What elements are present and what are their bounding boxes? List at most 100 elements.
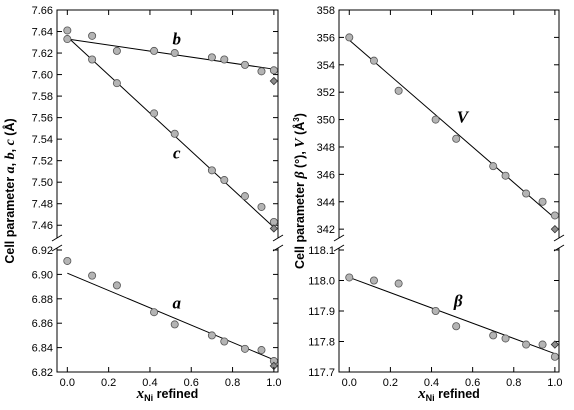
left-series-b-fit-line xyxy=(67,38,274,70)
right-axis-break-mark-right-2 xyxy=(553,244,565,252)
left-xtick-label-3: 0.6 xyxy=(184,377,199,389)
right-upper-ytick-label-7: 356 xyxy=(317,32,335,44)
left-x-axis-label: xNi refined xyxy=(136,386,199,403)
left-series-c-point-6 xyxy=(220,176,229,185)
left-series-b-point-5 xyxy=(207,53,216,62)
left-series-a-point-6 xyxy=(220,337,229,346)
left-xtick-label-4: 0.8 xyxy=(225,377,240,389)
right-axis-break-mark-right-1 xyxy=(553,234,565,242)
right-upper-ytick-label-1: 344 xyxy=(317,197,335,209)
left-series-c-point-7 xyxy=(240,192,249,201)
right-xtick-label-3: 0.6 xyxy=(465,377,480,389)
left-series-a-label: a xyxy=(173,294,182,313)
left-upper-ytick-label-8: 7.62 xyxy=(32,48,53,60)
right-series-β-point-4 xyxy=(452,322,461,331)
left-lower-ytick-label-1: 6.84 xyxy=(32,343,53,355)
left-series-a-point-4 xyxy=(170,320,179,329)
left-series-b-refined-marker xyxy=(269,76,279,86)
left-series-b-point-9 xyxy=(269,66,278,75)
right-lower-ytick-label-1: 117.8 xyxy=(308,337,335,349)
right-series-β-point-2 xyxy=(394,279,403,288)
right-upper-ytick-label-5: 352 xyxy=(317,87,335,99)
right-xtick-label-5: 1.0 xyxy=(547,377,562,389)
left-series-a-point-2 xyxy=(112,281,121,290)
left-series-a-point-1 xyxy=(88,271,97,280)
left-upper-ytick-label-0: 7.46 xyxy=(32,220,53,232)
right-series-V-point-6 xyxy=(501,171,510,180)
left-plot-frame xyxy=(56,9,279,373)
right-xtick-label-4: 0.8 xyxy=(506,377,521,389)
left-series-b-point-2 xyxy=(112,46,121,55)
left-xtick-label-5: 1.0 xyxy=(266,377,281,389)
right-upper-ytick-label-3: 348 xyxy=(317,142,335,154)
right-upper-ytick-label-0: 342 xyxy=(317,224,335,236)
left-series-a-point-8 xyxy=(257,346,266,355)
left-axis-break-mark-right-2 xyxy=(272,244,284,252)
left-series-b-point-1 xyxy=(88,31,97,40)
right-series-β-point-0 xyxy=(345,273,354,282)
right-series-V-point-2 xyxy=(394,86,403,95)
right-series-β-point-9 xyxy=(550,352,559,361)
left-y-axis-label: Cell parameter a, b, c (Å) xyxy=(2,118,18,263)
left-series-c-label: c xyxy=(173,144,181,163)
right-series-V-label: V xyxy=(457,107,470,126)
right-series-V-point-0 xyxy=(345,33,354,42)
right-xtick-label-1: 0.2 xyxy=(383,377,398,389)
right-y-axis-label: Cell parameter β (°), V (Å3) xyxy=(292,113,308,269)
right-series-V-point-7 xyxy=(522,189,531,198)
left-axis-break-gap-left xyxy=(54,238,61,248)
right-series-β-point-1 xyxy=(369,276,378,285)
left-series-a-point-5 xyxy=(207,331,216,340)
right-x-axis-label: xNi refined xyxy=(417,386,480,403)
right-upper-ytick-label-4: 350 xyxy=(317,115,335,127)
left-upper-ytick-label-2: 7.50 xyxy=(32,177,53,189)
right-series-β-refined-marker xyxy=(550,340,560,349)
left-series-c-point-2 xyxy=(112,79,121,88)
left-series-b-point-0 xyxy=(63,26,72,35)
left-lower-ytick-label-4: 6.90 xyxy=(32,269,53,281)
right-series-V-refined-marker xyxy=(550,224,560,234)
left-axis-break-mark-left-1 xyxy=(51,234,63,242)
left-series-b-point-4 xyxy=(170,49,179,58)
left-series-b-point-7 xyxy=(240,60,249,69)
right-series-V-point-4 xyxy=(452,134,461,143)
right-series-β-point-5 xyxy=(489,331,498,340)
right-series-V-fit-line xyxy=(348,39,556,219)
left-series-b-label: b xyxy=(173,29,182,48)
right-xtick-label-0: 0.0 xyxy=(342,377,357,389)
right-series-β-point-8 xyxy=(538,340,547,349)
right-axis-break-gap-right xyxy=(555,238,562,248)
right-lower-ytick-label-0: 117.7 xyxy=(308,367,335,379)
left-series-c-point-1 xyxy=(88,55,97,64)
left-axis-break-mark-left-2 xyxy=(51,244,63,252)
left-series-c-point-3 xyxy=(150,109,159,118)
left-series-b-point-8 xyxy=(257,67,266,76)
right-upper-ytick-label-6: 354 xyxy=(317,60,335,72)
right-upper-ytick-label-2: 346 xyxy=(317,169,335,181)
right-lower-ytick-label-3: 118.0 xyxy=(308,276,335,288)
right-plot-frame xyxy=(338,9,560,373)
left-series-a-point-0 xyxy=(63,256,72,265)
left-series-c-fit-line xyxy=(66,36,275,228)
left-series-a-fit-line xyxy=(67,272,275,361)
left-upper-ytick-label-7: 7.60 xyxy=(32,70,53,82)
left-series-c-point-4 xyxy=(170,129,179,138)
right-series-β-fit-line xyxy=(349,276,556,355)
left-upper-ytick-label-4: 7.54 xyxy=(32,134,53,146)
right-series-β-label: β xyxy=(453,291,463,310)
left-upper-ytick-label-10: 7.66 xyxy=(32,5,53,17)
left-upper-ytick-label-1: 7.48 xyxy=(32,199,53,211)
right-series-V-point-5 xyxy=(489,162,498,171)
left-series-c-point-0 xyxy=(63,35,72,44)
right-series-V-point-3 xyxy=(431,115,440,124)
left-xtick-label-1: 0.2 xyxy=(101,377,116,389)
left-series-c-point-8 xyxy=(257,202,266,211)
right-series-V-point-9 xyxy=(550,211,559,220)
left-xtick-label-0: 0.0 xyxy=(60,377,75,389)
right-lower-ytick-label-2: 117.9 xyxy=(308,306,335,318)
right-axis-break-gap-left xyxy=(336,238,343,248)
left-series-b-point-6 xyxy=(220,55,229,64)
right-series-β-point-7 xyxy=(522,340,531,349)
